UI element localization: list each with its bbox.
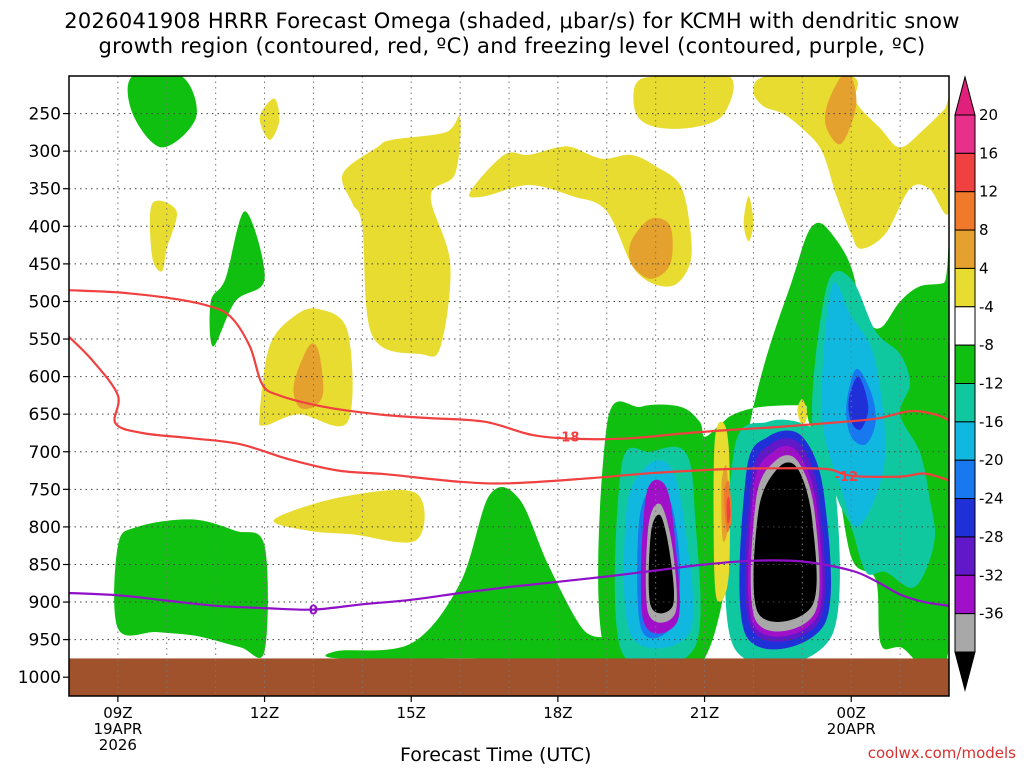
dgz-contour-1: [69, 336, 949, 485]
colorbar-label--24: -24: [979, 490, 1004, 508]
y-tick-label-950: 950: [29, 631, 61, 651]
x-tick-label-00Z-sub1: 20APR: [827, 720, 876, 738]
dgz-contour-0: [69, 289, 949, 441]
shaded-omega-regions: [114, 76, 949, 689]
plot-frame: [68, 75, 950, 697]
y-tick-label-600: 600: [29, 368, 61, 388]
ground-band: [69, 658, 949, 696]
colorbar-min-arrow: [954, 651, 976, 692]
y-axis: 250 300 350 400 450 500 550 600 650 700 750 800 850 9…: [18, 105, 69, 688]
omega-region-4-23: [259, 98, 280, 140]
y-tick-label-700: 700: [29, 443, 61, 463]
y-tick-label-550: 550: [29, 330, 61, 350]
omega-region-lt-36-21: [753, 462, 817, 622]
colorbar-label-8: 8: [979, 221, 989, 239]
colorbar-swatch--32: [954, 574, 976, 615]
chart-title-line-1: 2026041908 HRRR Forecast Omega (shaded, …: [64, 9, 960, 33]
temperature-contours: -18 -12 0: [69, 289, 949, 619]
omega-region-4-22: [149, 200, 177, 272]
omega-region--4-3: [325, 486, 619, 660]
colorbar-label-20: 20: [979, 106, 998, 124]
y-tick-label-850: 850: [29, 555, 61, 575]
omega-region--4-0: [127, 76, 197, 148]
x-tick-label-09Z: 09Z: [103, 704, 132, 722]
colorbar-label-16: 16: [979, 144, 998, 162]
colorbar: 20 16 12 8 4 -4 -8 -12 -16 -20 -24 -28 -32 -36: [954, 75, 1004, 692]
colorbar-label-4: 4: [979, 259, 989, 277]
y-tick-label-350: 350: [29, 180, 61, 200]
omega-region-8-33: [293, 343, 324, 410]
y-tick-label-750: 750: [29, 480, 61, 500]
colorbar-swatch--8: [954, 344, 976, 384]
freezing-contour-label-0: 0: [309, 604, 318, 619]
colorbar-swatch-4: [954, 267, 976, 308]
colorbar-label--16: -16: [979, 413, 1004, 431]
omega-region--4-2: [114, 519, 268, 659]
omega-region-4-26: [341, 115, 461, 357]
grid-lines: [69, 76, 949, 696]
colorbar-swatch-12: [954, 191, 976, 231]
colorbar-max-arrow: [954, 75, 976, 116]
omega-region--24-13: [848, 376, 869, 430]
omega-region-lt-36-20: [648, 514, 675, 614]
colorbar-swatch--28: [954, 536, 976, 576]
omega-region-4-25: [273, 489, 425, 543]
ground-layer: [69, 658, 949, 696]
colorbar-label--12: -12: [979, 375, 1004, 393]
x-axis-title: Forecast Time (UTC): [400, 744, 592, 766]
omega-region-8-34: [628, 217, 673, 279]
colorbar-swatch--12: [954, 383, 976, 423]
colorbar-swatch-8: [954, 229, 976, 269]
y-tick-label-500: 500: [29, 292, 61, 312]
dgz-contour-label-0: -18: [556, 431, 580, 446]
omega-region-4-30: [753, 76, 949, 249]
colorbar-swatch--36: [954, 613, 976, 653]
y-tick-label-450: 450: [29, 255, 61, 275]
y-tick-label-1000: 1000: [18, 668, 61, 688]
x-tick-label-00Z: 00Z: [837, 704, 866, 722]
colorbar-swatch-20: [954, 114, 976, 154]
chart-title-line-2: growth region (contoured, red, ºC) and f…: [98, 34, 926, 58]
omega-region-4-31: [743, 196, 754, 242]
colorbar-label--8: -8: [979, 336, 994, 354]
colorbar-label--36: -36: [979, 605, 1004, 623]
omega-region--4-1: [209, 211, 265, 347]
colorbar-swatch--20: [954, 459, 976, 500]
y-tick-label-900: 900: [29, 593, 61, 613]
x-tick-label-09Z-sub2: 2026: [99, 736, 137, 754]
y-tick-label-300: 300: [29, 142, 61, 162]
y-tick-label-800: 800: [29, 518, 61, 538]
colorbar-label--20: -20: [979, 451, 1004, 469]
colorbar-label--4: -4: [979, 298, 994, 316]
colorbar-label--32: -32: [979, 566, 1004, 584]
credit-text: coolwx.com/models: [867, 744, 1016, 762]
x-tick-label-15Z: 15Z: [397, 704, 426, 722]
x-tick-label-18Z: 18Z: [543, 704, 572, 722]
y-tick-label-650: 650: [29, 405, 61, 425]
omega-region-16-38: [726, 496, 731, 524]
x-tick-label-09Z-sub1: 19APR: [93, 720, 142, 738]
colorbar-label--28: -28: [979, 528, 1004, 546]
omega-region-8-36: [824, 76, 857, 145]
x-tick-label-12Z: 12Z: [250, 704, 279, 722]
colorbar-label-12: 12: [979, 183, 998, 201]
colorbar-swatch--16: [954, 421, 976, 461]
colorbar-swatch--24: [954, 498, 976, 538]
omega-region-4-28: [633, 76, 734, 129]
y-tick-label-250: 250: [29, 105, 61, 125]
colorbar-swatch-16: [954, 152, 976, 193]
colorbar-swatch--4: [954, 306, 976, 346]
freezing-contour-0: [69, 559, 949, 611]
y-tick-label-400: 400: [29, 217, 61, 237]
x-tick-label-21Z: 21Z: [690, 704, 719, 722]
dgz-contour-label-1: -12: [835, 470, 859, 485]
